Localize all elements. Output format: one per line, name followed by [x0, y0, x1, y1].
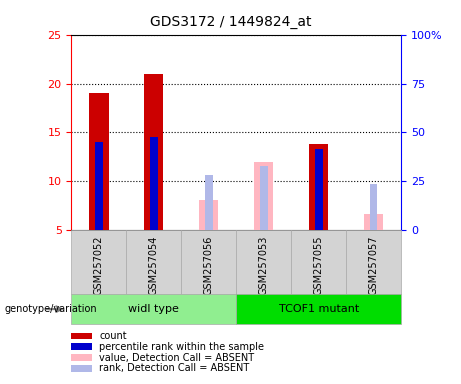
- Bar: [364, 214, 383, 230]
- Bar: [236, 294, 401, 324]
- Bar: [95, 142, 103, 230]
- Text: TCOF1 mutant: TCOF1 mutant: [278, 304, 359, 314]
- Bar: [199, 200, 219, 230]
- Text: GSM257056: GSM257056: [204, 235, 214, 295]
- Text: rank, Detection Call = ABSENT: rank, Detection Call = ABSENT: [99, 363, 249, 373]
- Text: GSM257053: GSM257053: [259, 235, 269, 295]
- Bar: [144, 74, 164, 230]
- Bar: [126, 230, 181, 294]
- Bar: [309, 144, 328, 230]
- Text: percentile rank within the sample: percentile rank within the sample: [99, 342, 264, 352]
- Text: count: count: [99, 331, 127, 341]
- Bar: [315, 149, 323, 230]
- Text: genotype/variation: genotype/variation: [5, 304, 97, 314]
- Text: GSM257055: GSM257055: [313, 235, 324, 295]
- Bar: [71, 294, 236, 324]
- Text: GSM257054: GSM257054: [149, 235, 159, 295]
- Text: widl type: widl type: [129, 304, 179, 314]
- Bar: [370, 184, 378, 230]
- Bar: [346, 230, 401, 294]
- Text: GDS3172 / 1449824_at: GDS3172 / 1449824_at: [150, 15, 311, 29]
- Text: GSM257057: GSM257057: [369, 235, 378, 295]
- Bar: [205, 175, 213, 230]
- Text: GSM257052: GSM257052: [94, 235, 104, 295]
- Bar: [236, 230, 291, 294]
- Bar: [150, 137, 158, 230]
- Bar: [181, 230, 236, 294]
- Bar: [89, 93, 108, 230]
- Text: value, Detection Call = ABSENT: value, Detection Call = ABSENT: [99, 353, 254, 362]
- Bar: [291, 230, 346, 294]
- Bar: [254, 162, 273, 230]
- Bar: [71, 230, 126, 294]
- Bar: [260, 166, 267, 230]
